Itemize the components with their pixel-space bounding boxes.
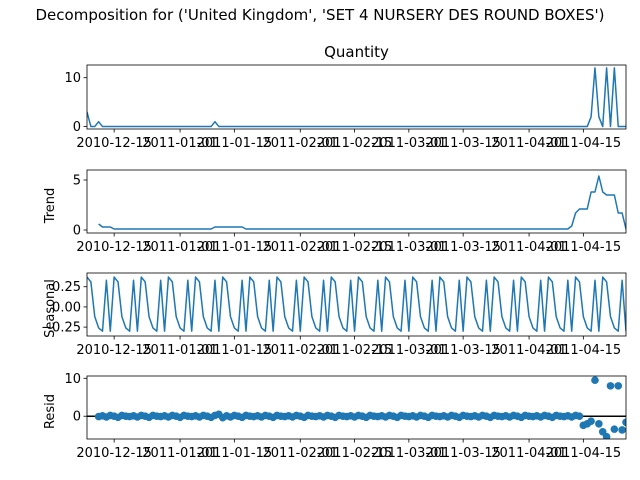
x-tick-label: 2010-12-15 (76, 446, 152, 461)
axes-frame (86, 375, 627, 440)
resid-point (614, 382, 623, 390)
x-tick-label: 2010-12-15 (76, 240, 152, 255)
panel-title: Quantity (324, 43, 389, 61)
x-tick-label: 2011-01-15 (197, 343, 273, 358)
x-tick-label: 2011-04-15 (546, 446, 622, 461)
x-tick-label: 2010-12-15 (76, 343, 152, 358)
x-tick-label: 2011-01-15 (197, 240, 273, 255)
resid-point (626, 418, 634, 426)
series-line (87, 67, 626, 128)
x-tick-label: 2011-03-01 (371, 240, 447, 255)
y-tick-label: 10 (64, 372, 81, 387)
x-tick-label: 2011-03-01 (371, 343, 447, 358)
x-tick-label: 2011-04-15 (546, 136, 622, 151)
x-tick-label: 2011-04-15 (546, 343, 622, 358)
y-tick-label: 0 (73, 410, 81, 425)
x-tick-label: 2011-03-01 (371, 446, 447, 461)
figure-suptitle: Decomposition for ('United Kingdom', 'SE… (35, 6, 605, 24)
x-tick-label: 2011-02-01 (262, 446, 338, 461)
series-line (98, 175, 626, 230)
y-tick-label: 10 (64, 71, 81, 86)
resid-point (618, 426, 626, 434)
x-tick-label: 2011-02-15 (317, 446, 393, 461)
x-tick-label: 2011-04-01 (491, 240, 567, 255)
x-tick-label: 2011-04-01 (491, 343, 567, 358)
x-tick-label: 2011-04-01 (491, 136, 567, 151)
x-tick-label: 2011-02-15 (317, 343, 393, 358)
y-tick-label: 5 (73, 174, 81, 189)
x-tick-label: 2011-02-01 (262, 343, 338, 358)
x-tick-label: 2011-04-15 (546, 240, 622, 255)
resid-point (622, 418, 626, 427)
x-tick-label: 2011-04-01 (491, 446, 567, 461)
seasonal-panel: 0.25 0.00 −0.25 2010-12-152011-01-012011-01… (41, 272, 627, 358)
x-tick-label: 2011-01-01 (142, 240, 218, 255)
x-tick-label: 2011-01-15 (197, 446, 273, 461)
resid-point (591, 376, 599, 384)
x-tick-label: 2011-02-15 (317, 240, 393, 255)
resid-point (587, 417, 595, 425)
resid-point (630, 411, 638, 419)
resid-panel: 0102010-12-152011-01-012011-01-152011-02… (43, 372, 640, 461)
x-tick-label: 2011-03-15 (425, 240, 501, 255)
resid-point (606, 382, 615, 390)
x-tick-label: 2011-02-15 (317, 136, 393, 151)
x-tick-label: 2011-03-01 (371, 136, 447, 151)
resid-point (575, 412, 584, 421)
series-line (87, 276, 626, 332)
y-tick-label: 0 (73, 120, 81, 135)
x-tick-label: 2011-01-01 (142, 343, 218, 358)
y-axis-label: Resid (43, 394, 58, 429)
resid-point (634, 413, 640, 421)
x-tick-label: 2011-03-15 (425, 446, 501, 461)
x-tick-label: 2011-01-01 (142, 446, 218, 461)
y-tick-label: 0.25 (52, 280, 81, 295)
x-tick-label: 2010-12-15 (76, 136, 152, 151)
x-tick-label: 2011-01-15 (197, 136, 273, 151)
resid-point (595, 420, 603, 428)
x-tick-label: 2011-02-01 (262, 240, 338, 255)
y-axis-label: Seasonal (43, 279, 58, 338)
x-tick-label: 2011-03-15 (425, 136, 501, 151)
x-tick-label: 2011-03-15 (425, 343, 501, 358)
resid-point (602, 432, 611, 439)
y-tick-label: −0.25 (41, 321, 81, 336)
y-tick-label: 0 (73, 224, 81, 239)
x-tick-label: 2011-01-01 (142, 136, 218, 151)
y-tick-label: 0.00 (52, 300, 81, 315)
y-axis-label: Trend (43, 188, 58, 225)
resid-point (610, 425, 619, 433)
axes-frame (86, 272, 627, 337)
axes-frame (86, 169, 627, 234)
axes-frame (86, 64, 627, 130)
x-tick-label: 2011-02-01 (262, 136, 338, 151)
quantity-panel: 0102010-12-152011-01-012011-01-152011-02… (64, 43, 627, 151)
trend-panel: 052010-12-152011-01-012011-01-152011-02-… (43, 169, 627, 255)
